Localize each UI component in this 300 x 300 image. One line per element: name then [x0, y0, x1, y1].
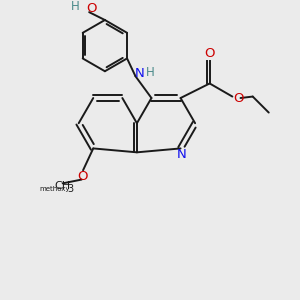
- Text: CH: CH: [55, 181, 71, 191]
- Text: N: N: [134, 67, 144, 80]
- Text: H: H: [146, 66, 155, 79]
- Text: 3: 3: [68, 184, 74, 194]
- Text: H: H: [71, 0, 80, 14]
- Text: O: O: [233, 92, 244, 104]
- Text: methoxy: methoxy: [39, 186, 70, 192]
- Text: O: O: [86, 2, 97, 15]
- Text: N: N: [176, 148, 186, 161]
- Text: O: O: [204, 47, 215, 60]
- Text: O: O: [77, 170, 88, 183]
